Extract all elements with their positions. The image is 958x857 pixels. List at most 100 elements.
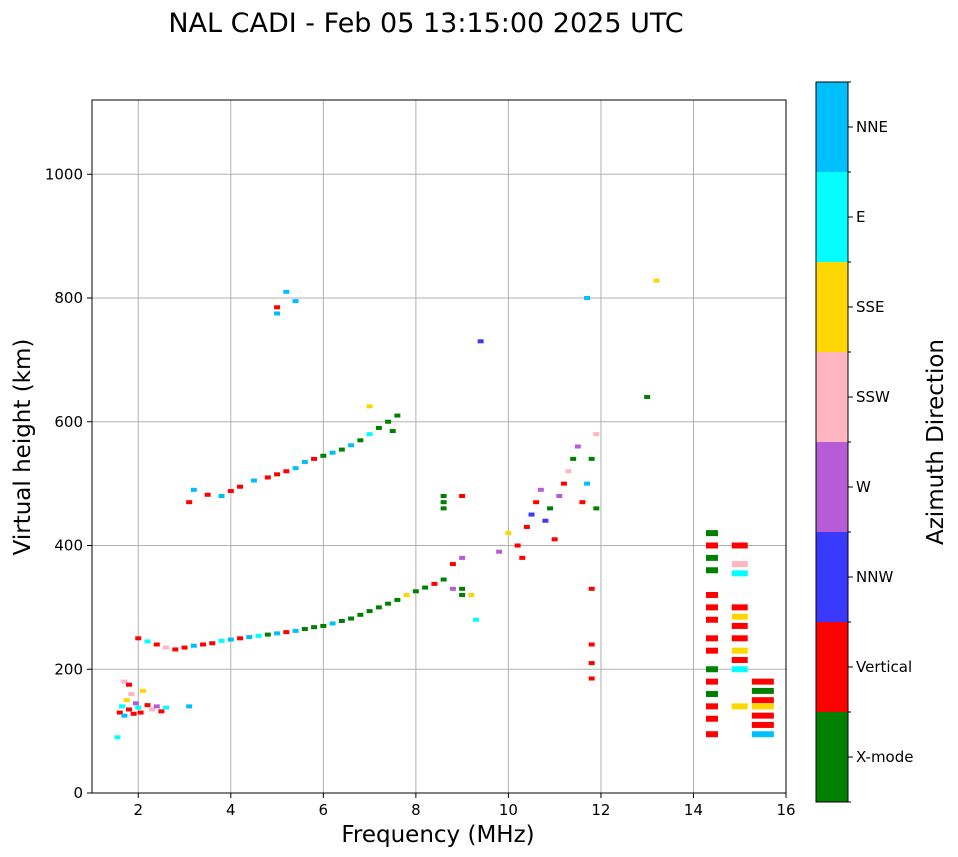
echo-point: [731, 622, 748, 629]
echo-point: [705, 715, 718, 722]
x-tick-label: 2: [133, 801, 143, 819]
echo-point: [246, 635, 253, 640]
echo-point: [320, 623, 327, 628]
echo-point: [473, 617, 480, 622]
echo-point: [705, 542, 718, 549]
echo-point: [751, 687, 774, 694]
series-7: [751, 678, 774, 738]
echo-point: [459, 586, 466, 591]
echo-point: [250, 478, 257, 483]
echo-point: [116, 710, 123, 715]
echo-point: [440, 494, 447, 498]
echo-point: [348, 616, 355, 621]
echo-point: [459, 555, 466, 560]
echo-point: [366, 609, 373, 614]
echo-point: [537, 487, 544, 492]
echo-point: [644, 395, 651, 399]
echo-point: [389, 429, 396, 434]
echo-point: [137, 710, 144, 715]
echo-point: [218, 638, 225, 643]
x-axis-label: Frequency (MHz): [341, 822, 534, 848]
echo-point: [237, 636, 244, 641]
echo-point: [574, 444, 581, 449]
x-tick-label: 16: [776, 801, 795, 819]
echo-point: [477, 339, 484, 344]
echo-point: [440, 500, 447, 505]
plot-background: [92, 100, 786, 793]
series-3: [496, 296, 600, 681]
x-tick-label: 14: [684, 801, 703, 819]
colorbar-segment: [816, 82, 848, 172]
echo-point: [547, 506, 554, 511]
y-axis-label: Virtual height (km): [10, 339, 36, 556]
echo-point: [584, 296, 591, 300]
series-1: [135, 577, 466, 652]
y-tick-label: 1000: [45, 165, 83, 183]
echo-point: [227, 637, 234, 642]
echo-point: [114, 735, 121, 740]
echo-point: [523, 524, 530, 529]
echo-point: [292, 466, 299, 471]
echo-point: [121, 713, 128, 718]
echo-point: [422, 585, 429, 590]
echo-point: [190, 487, 197, 492]
series-6: [731, 542, 748, 710]
echo-point: [588, 661, 595, 666]
grid-lines: [92, 100, 787, 794]
echo-point: [375, 425, 382, 430]
echo-point: [283, 289, 290, 294]
echo-point: [731, 613, 748, 620]
colorbar-segment: [816, 352, 848, 442]
echo-point: [449, 562, 456, 567]
echo-point: [135, 636, 142, 641]
echo-point: [705, 554, 718, 561]
echo-point: [593, 432, 600, 437]
echo-point: [459, 494, 466, 498]
echo-point: [153, 704, 160, 709]
echo-point: [121, 679, 128, 684]
echo-point: [172, 647, 179, 652]
echo-point: [468, 593, 475, 597]
echo-point: [440, 506, 447, 511]
echo-point: [751, 697, 774, 704]
echo-point: [653, 278, 660, 283]
plot-frame: [91, 99, 787, 794]
echo-point: [190, 643, 197, 648]
echo-point: [533, 500, 540, 505]
colorbar-segment: [816, 262, 848, 352]
colorbar-label: Azimuth Direction: [923, 339, 949, 545]
echo-point: [126, 707, 133, 712]
echo-point: [705, 635, 718, 642]
echo-point: [139, 688, 146, 693]
echo-point: [588, 586, 595, 591]
echo-point: [255, 633, 262, 638]
echo-point: [375, 605, 382, 610]
colorbar-tick-label: NNE: [856, 118, 888, 136]
colorbar-tick-label: X-mode: [856, 748, 913, 766]
y-axis-ticks: 0 200 400 600 800 1000: [45, 165, 92, 802]
y-tick-label: 200: [54, 660, 83, 678]
echo-point: [274, 311, 281, 316]
echo-point: [394, 597, 401, 602]
echo-point: [163, 705, 170, 710]
echo-point: [301, 627, 308, 632]
y-tick-label: 400: [54, 537, 83, 555]
colorbar-tick-label: SSW: [856, 388, 890, 406]
echo-point: [274, 305, 281, 310]
colorbar-tick-label: W: [856, 478, 871, 496]
echo-point: [556, 494, 563, 498]
echo-point: [130, 711, 137, 716]
colorbar-tick-label: SSE: [856, 298, 885, 316]
series-5: [705, 530, 718, 738]
chart-title: NAL CADI - Feb 05 13:15:00 2025 UTC: [168, 8, 683, 39]
echo-point: [119, 704, 126, 709]
echo-point: [200, 642, 207, 647]
echo-point: [731, 542, 748, 549]
series-2: [186, 404, 401, 505]
echo-point: [705, 592, 718, 598]
echo-point: [751, 721, 774, 728]
echo-marks: [114, 278, 774, 740]
colorbar-segment: [816, 172, 848, 262]
series-0: [114, 679, 193, 740]
